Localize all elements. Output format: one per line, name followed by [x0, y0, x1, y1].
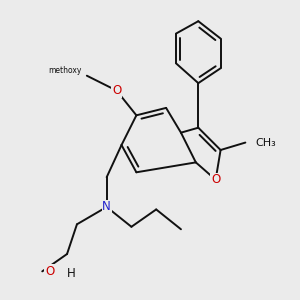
Text: H: H — [67, 267, 76, 280]
Text: O: O — [211, 173, 220, 186]
Text: N: N — [102, 200, 111, 214]
Text: O: O — [45, 265, 54, 278]
Text: methoxy: methoxy — [49, 66, 82, 75]
Text: O: O — [112, 84, 121, 97]
Text: CH₃: CH₃ — [255, 138, 276, 148]
